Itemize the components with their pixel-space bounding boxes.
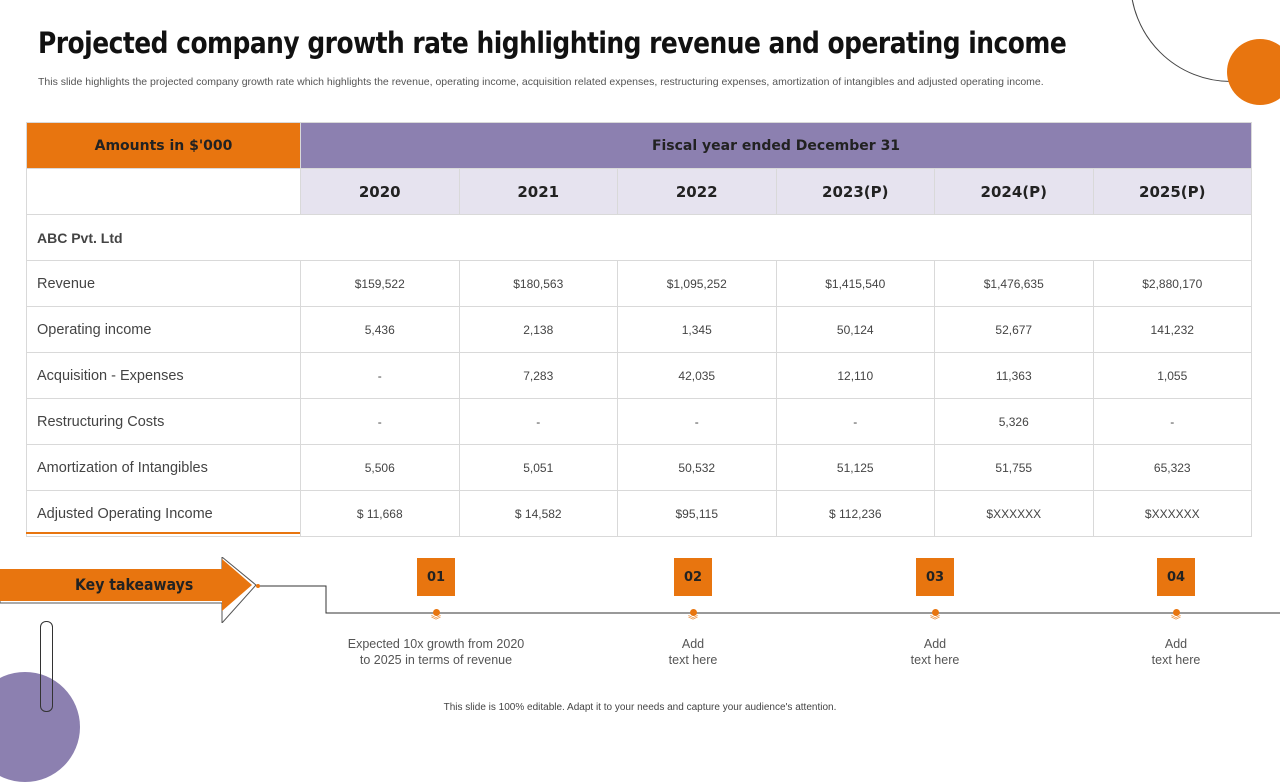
table-cell: $ 11,668 xyxy=(300,490,460,537)
takeaway-number-badge: 01 xyxy=(417,558,455,596)
key-takeaways-arrow xyxy=(0,557,257,623)
key-takeaways-label: Key takeaways xyxy=(75,575,194,594)
table-cell: - xyxy=(775,398,935,445)
year-header: 2025(P) xyxy=(1092,168,1252,215)
table-cell: - xyxy=(300,352,460,399)
year-header: 2024(P) xyxy=(934,168,1094,215)
table-cell: 51,755 xyxy=(934,444,1094,491)
row-label: Revenue xyxy=(26,260,301,307)
takeaway-number-badge: 03 xyxy=(916,558,954,596)
takeaway-text: Add text here xyxy=(820,636,1050,668)
chevron-down-icon: ︾ xyxy=(1171,616,1181,627)
table-row: Adjusted Operating Income $ 11,668 $ 14,… xyxy=(26,490,1252,537)
takeaway-text-line: Add xyxy=(681,637,705,651)
table-cell: - xyxy=(300,398,460,445)
timeline-dot xyxy=(433,609,440,616)
company-name: ABC Pvt. Ltd xyxy=(26,214,1252,261)
takeaway-number-badge: 04 xyxy=(1157,558,1195,596)
decorative-pill xyxy=(40,621,53,712)
fiscal-year-header: Fiscal year ended December 31 xyxy=(300,122,1252,169)
table-cell: $1,415,540 xyxy=(775,260,935,307)
table-cell: 51,125 xyxy=(775,444,935,491)
row-label: Operating income xyxy=(26,306,301,353)
takeaway-text-line: Add xyxy=(923,637,947,651)
table-cell: 141,232 xyxy=(1092,306,1252,353)
table-cell: $XXXXXX xyxy=(1092,490,1252,537)
timeline-dot xyxy=(1173,609,1180,616)
table-accent-line xyxy=(26,532,300,534)
table-cell: $159,522 xyxy=(300,260,460,307)
table-cell: $1,095,252 xyxy=(617,260,777,307)
year-header: 2021 xyxy=(458,168,618,215)
table-cell: 5,326 xyxy=(934,398,1094,445)
table-cell: $180,563 xyxy=(458,260,618,307)
timeline-dot xyxy=(932,609,939,616)
table-cell: $ 112,236 xyxy=(775,490,935,537)
blank-cell xyxy=(26,168,301,215)
takeaway-text-line: Add xyxy=(1164,637,1188,651)
table-cell: 50,532 xyxy=(617,444,777,491)
financial-table: Amounts in $'000 Fiscal year ended Decem… xyxy=(26,122,1252,537)
chevron-down-icon: ︾ xyxy=(431,616,441,627)
takeaway-number-badge: 02 xyxy=(674,558,712,596)
takeaway-text-line: Expected 10x growth from 2020 xyxy=(347,637,525,651)
page-subtitle: This slide highlights the projected comp… xyxy=(38,76,1044,88)
table-cell: 11,363 xyxy=(934,352,1094,399)
takeaway-text-line: text here xyxy=(910,653,960,667)
table-cell: 5,506 xyxy=(300,444,460,491)
table-row: Amortization of Intangibles 5,506 5,051 … xyxy=(26,444,1252,491)
table-row: Acquisition - Expenses - 7,283 42,035 12… xyxy=(26,352,1252,399)
row-label: Amortization of Intangibles xyxy=(26,444,301,491)
table-cell: $XXXXXX xyxy=(934,490,1094,537)
table-cell: - xyxy=(1092,398,1252,445)
table-row: Operating income 5,436 2,138 1,345 50,12… xyxy=(26,306,1252,353)
takeaway-text: Add text here xyxy=(1061,636,1280,668)
table-cell: - xyxy=(617,398,777,445)
decorative-orange-circle xyxy=(1227,39,1280,105)
table-cell: 5,436 xyxy=(300,306,460,353)
company-row: ABC Pvt. Ltd xyxy=(26,214,1252,261)
table-header-row: Amounts in $'000 Fiscal year ended Decem… xyxy=(26,122,1252,169)
year-header: 2022 xyxy=(617,168,777,215)
table-cell: $1,476,635 xyxy=(934,260,1094,307)
takeaway-text-line: to 2025 in terms of revenue xyxy=(359,653,513,667)
row-label: Acquisition - Expenses xyxy=(26,352,301,399)
chevron-down-icon: ︾ xyxy=(930,616,940,627)
table-cell: 42,035 xyxy=(617,352,777,399)
takeaway-text: Expected 10x growth from 2020 to 2025 in… xyxy=(321,636,551,668)
row-label: Restructuring Costs xyxy=(26,398,301,445)
table-cell: $ 14,582 xyxy=(458,490,618,537)
year-header-row: 2020 2021 2022 2023(P) 2024(P) 2025(P) xyxy=(26,168,1252,215)
year-header: 2023(P) xyxy=(775,168,935,215)
table-cell: 12,110 xyxy=(775,352,935,399)
table-cell: 1,345 xyxy=(617,306,777,353)
table-row: Revenue $159,522 $180,563 $1,095,252 $1,… xyxy=(26,260,1252,307)
year-header: 2020 xyxy=(300,168,460,215)
timeline-dot xyxy=(690,609,697,616)
table-cell: 5,051 xyxy=(458,444,618,491)
footer-note: This slide is 100% editable. Adapt it to… xyxy=(443,702,837,713)
takeaway-text-line: text here xyxy=(668,653,718,667)
table-cell: 50,124 xyxy=(775,306,935,353)
chevron-down-icon: ︾ xyxy=(688,616,698,627)
table-cell: 1,055 xyxy=(1092,352,1252,399)
table-cell: $2,880,170 xyxy=(1092,260,1252,307)
row-label: Adjusted Operating Income xyxy=(26,490,301,537)
takeaway-text-line: text here xyxy=(1151,653,1201,667)
takeaway-text: Add text here xyxy=(578,636,808,668)
table-cell: 2,138 xyxy=(458,306,618,353)
table-cell: 52,677 xyxy=(934,306,1094,353)
table-cell: 7,283 xyxy=(458,352,618,399)
page-title: Projected company growth rate highlighti… xyxy=(38,26,1067,60)
amount-header: Amounts in $'000 xyxy=(26,122,301,169)
table-cell: 65,323 xyxy=(1092,444,1252,491)
table-cell: $95,115 xyxy=(617,490,777,537)
table-row: Restructuring Costs - - - - 5,326 - xyxy=(26,398,1252,445)
table-cell: - xyxy=(458,398,618,445)
